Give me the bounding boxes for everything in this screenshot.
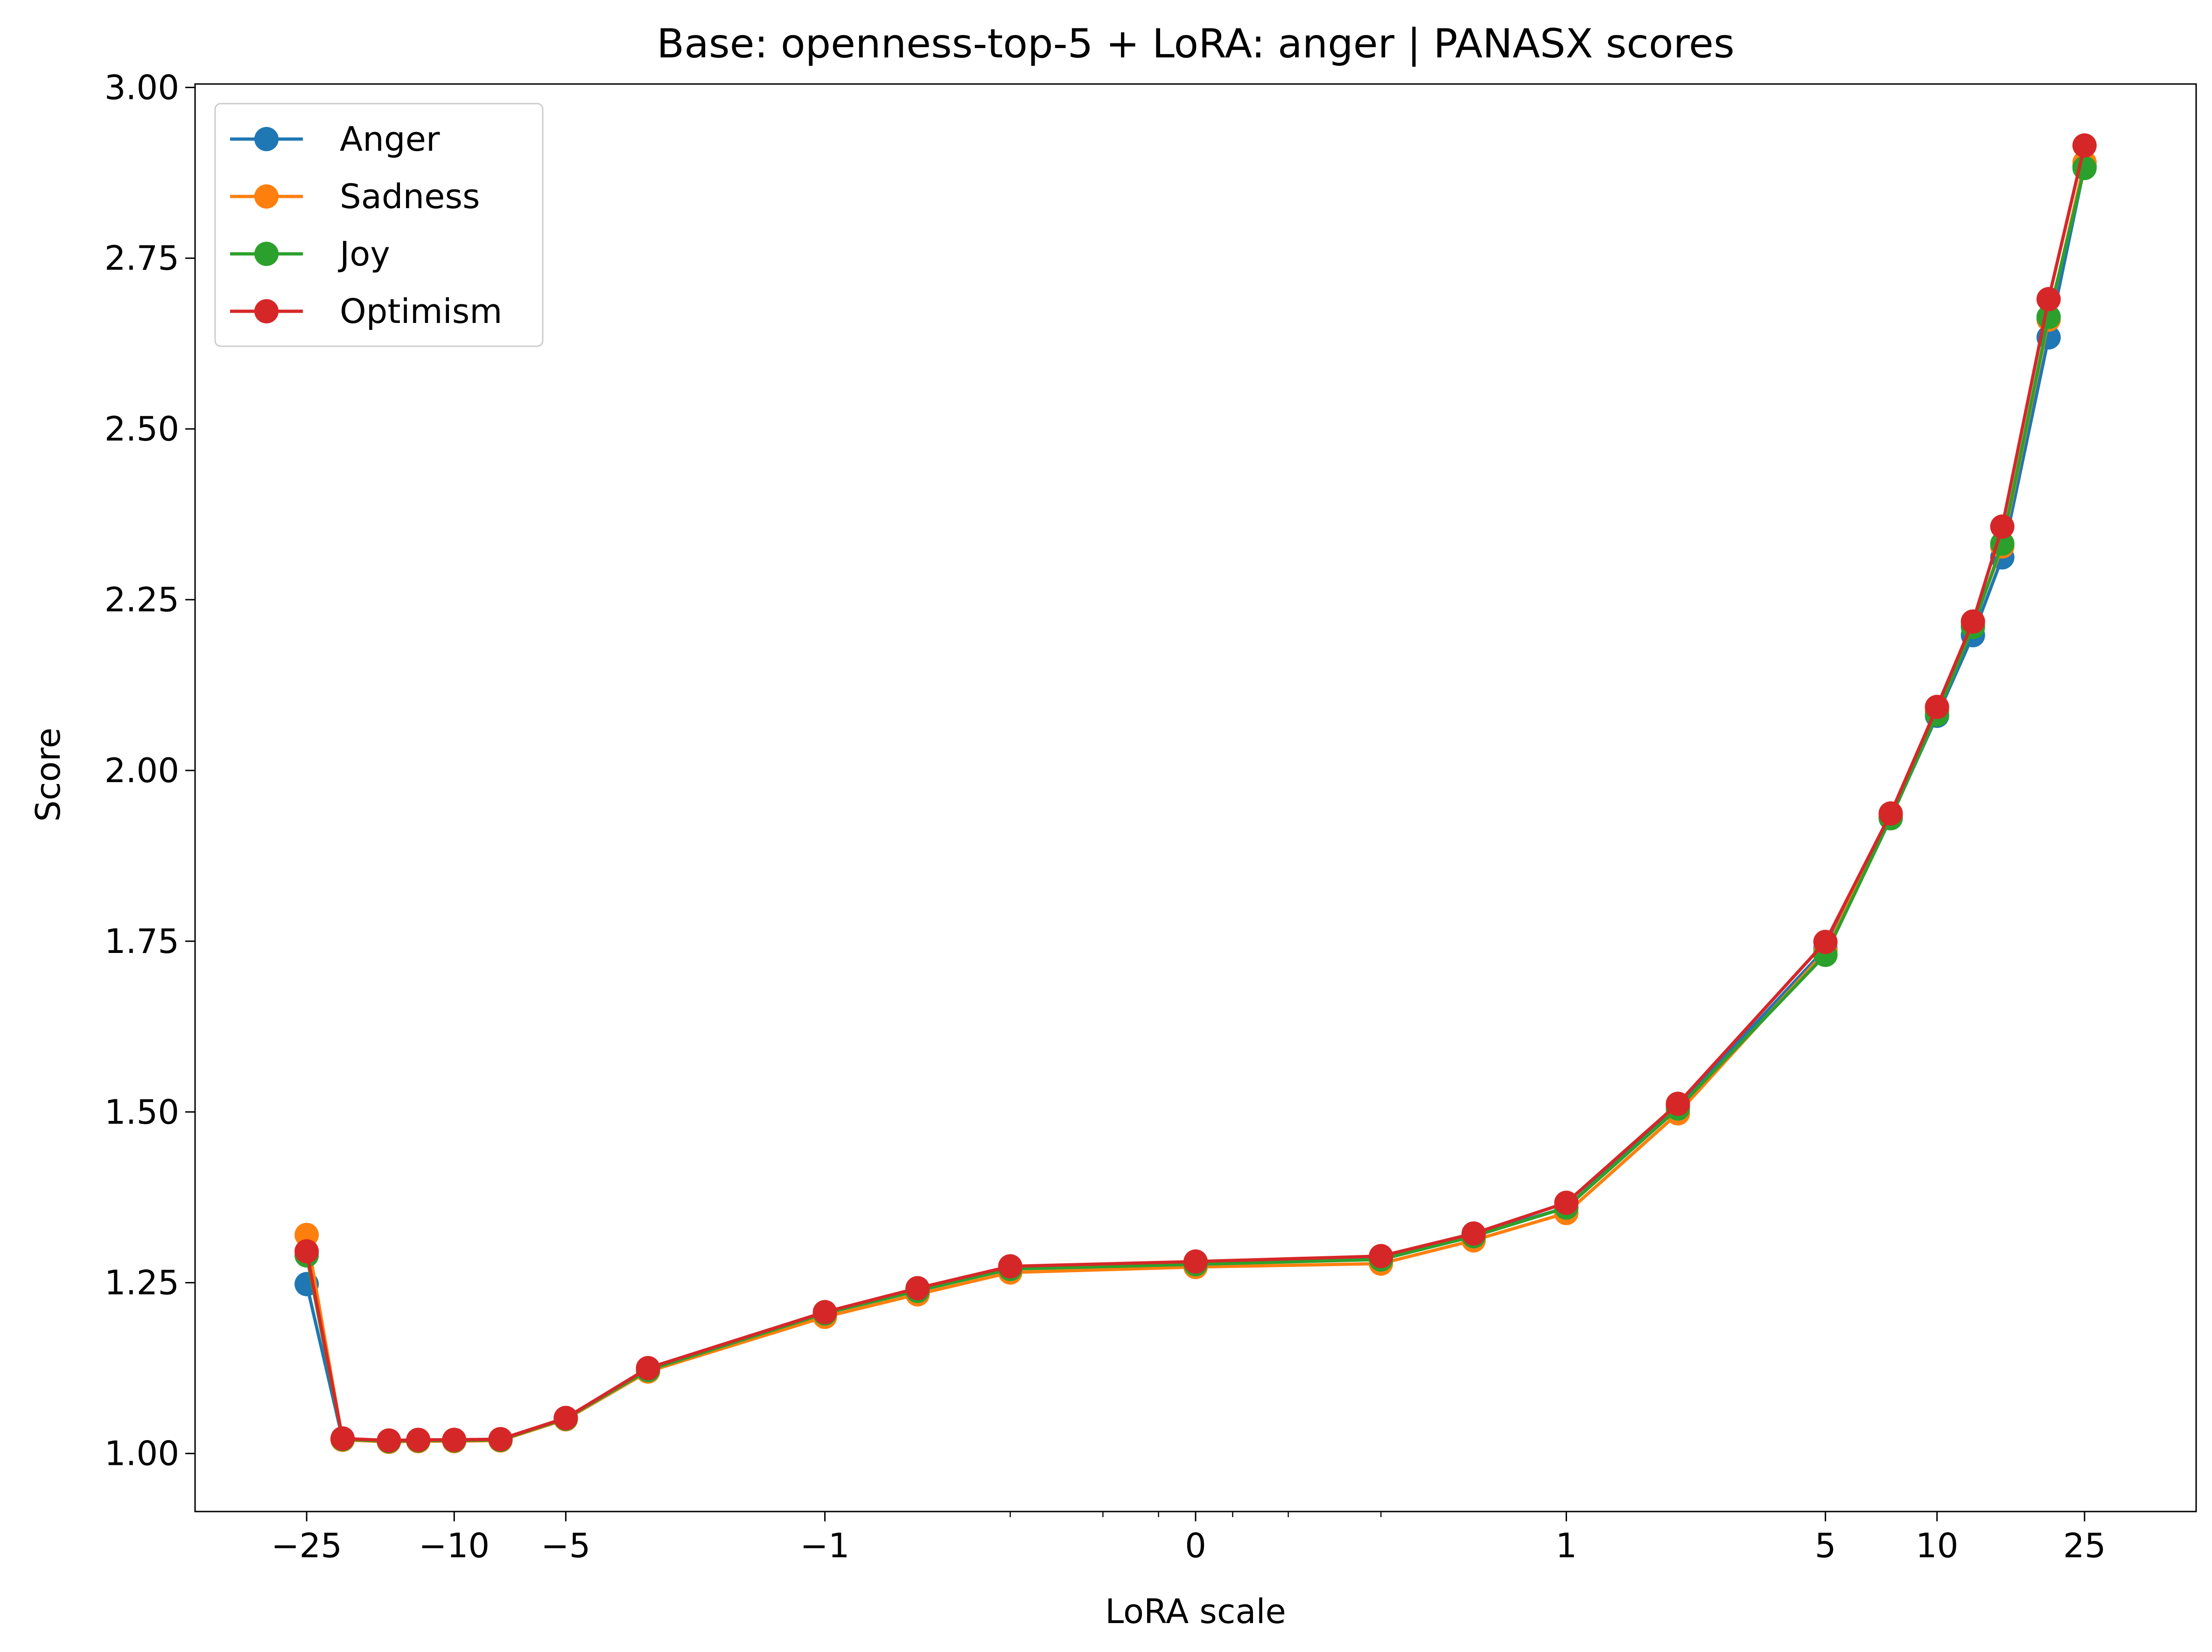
x-tick-label: 25 bbox=[2063, 1526, 2106, 1565]
data-point-optimism bbox=[2072, 133, 2097, 158]
data-point-optimism bbox=[1554, 1190, 1579, 1215]
data-point-optimism bbox=[1461, 1221, 1486, 1246]
axes-frame bbox=[194, 83, 2197, 1512]
y-tick-label: 2.50 bbox=[105, 409, 179, 448]
legend-marker-joy bbox=[254, 242, 279, 266]
x-tick-label: 1 bbox=[1555, 1526, 1577, 1565]
legend-marker-optimism bbox=[254, 299, 279, 323]
data-point-optimism bbox=[294, 1239, 319, 1264]
y-tick-label: 3.00 bbox=[105, 68, 179, 107]
data-point-optimism bbox=[1666, 1092, 1690, 1116]
data-point-optimism bbox=[442, 1428, 467, 1452]
data-point-optimism bbox=[1960, 609, 1985, 634]
data-point-optimism bbox=[812, 1300, 837, 1324]
data-point-optimism bbox=[998, 1254, 1022, 1279]
legend-label-optimism: Optimism bbox=[340, 292, 502, 331]
y-tick-label: 1.25 bbox=[105, 1263, 179, 1302]
data-point-optimism bbox=[1925, 694, 1949, 719]
legend: Anger Sadness Joy Optimism bbox=[214, 103, 544, 347]
data-point-optimism bbox=[2036, 287, 2061, 312]
data-point-optimism bbox=[1183, 1249, 1208, 1274]
y-tick-label: 2.00 bbox=[105, 751, 179, 790]
data-point-optimism bbox=[1369, 1244, 1393, 1268]
x-axis-label: LoRA scale bbox=[1105, 1592, 1286, 1631]
data-point-optimism bbox=[1813, 930, 1838, 954]
chart-title: Base: openness-top-5 + LoRA: anger | PAN… bbox=[657, 21, 1735, 67]
y-tick-label: 2.75 bbox=[105, 238, 179, 278]
data-point-optimism bbox=[330, 1426, 355, 1451]
x-tick-label: −25 bbox=[271, 1526, 342, 1565]
data-point-optimism bbox=[377, 1428, 401, 1453]
legend-label-anger: Anger bbox=[340, 119, 440, 159]
plot-area: 1.00 1.25 1.50 1.75 2.00 2.25 2.50 2.75 3.00 −25 −… bbox=[105, 68, 2106, 1565]
y-tick-label: 1.75 bbox=[105, 922, 179, 961]
data-point-optimism bbox=[406, 1428, 431, 1452]
legend-marker-anger bbox=[254, 127, 279, 151]
data-point-optimism bbox=[905, 1276, 930, 1301]
legend-label-sadness: Sadness bbox=[340, 177, 480, 216]
x-tick-label: −1 bbox=[800, 1526, 850, 1565]
data-point-optimism bbox=[553, 1406, 578, 1430]
data-point-optimism bbox=[636, 1356, 660, 1380]
x-tick-label: 5 bbox=[1815, 1526, 1836, 1565]
x-tick-label: −10 bbox=[419, 1526, 490, 1565]
data-point-optimism bbox=[1990, 514, 2015, 539]
legend-label-joy: Joy bbox=[338, 234, 390, 273]
x-tick-label: 10 bbox=[1916, 1526, 1959, 1565]
y-axis-label: Score bbox=[28, 728, 68, 822]
y-tick-label: 2.25 bbox=[105, 580, 179, 619]
y-tick-label: 1.00 bbox=[105, 1434, 179, 1473]
x-tick-label: 0 bbox=[1185, 1526, 1206, 1565]
data-point-optimism bbox=[1878, 801, 1903, 826]
data-point-optimism bbox=[488, 1427, 513, 1451]
legend-box bbox=[214, 103, 544, 347]
x-tick-label: −5 bbox=[541, 1526, 590, 1565]
legend-marker-sadness bbox=[254, 184, 279, 209]
y-tick-label: 1.50 bbox=[105, 1092, 179, 1132]
